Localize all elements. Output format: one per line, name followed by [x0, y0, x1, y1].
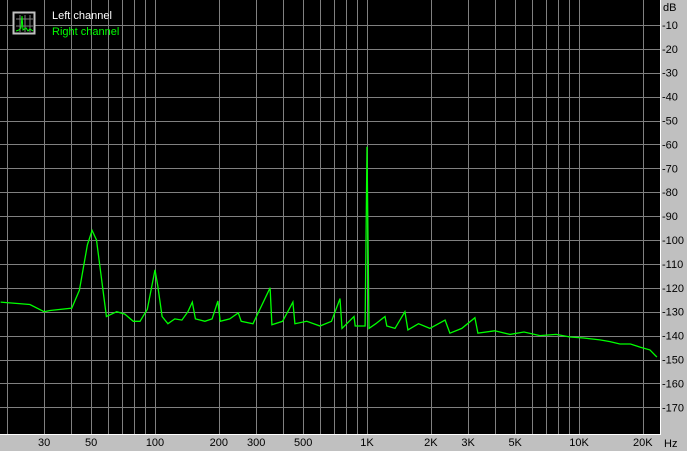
y-tick-label: -140	[662, 331, 684, 343]
grid	[0, 0, 660, 434]
spectrum-icon	[12, 11, 36, 35]
legend-right-channel: Right channel	[52, 26, 119, 38]
x-axis-labels: 30 50 100 200 300 500 1K 2K 3K 5K 10K 20K	[38, 437, 653, 449]
y-tick-label: -20	[662, 44, 678, 56]
y-unit-label: dB	[663, 2, 676, 14]
x-tick-label: 5K	[508, 437, 522, 449]
series-layer	[0, 146, 658, 358]
x-tick-label: 300	[247, 437, 265, 449]
y-axis-labels: -10 -20 -30 -40 -50 -60 -70 -80 -90 -100 -110 -120 -…	[662, 20, 684, 414]
x-unit-label: Hz	[664, 438, 677, 450]
y-tick-label: -170	[662, 402, 684, 414]
legend-left-channel: Left channel	[52, 10, 112, 22]
y-tick-label: -80	[662, 187, 678, 199]
x-tick-label: 500	[294, 437, 312, 449]
series-line-right-channel	[0, 146, 658, 358]
x-tick-label: 100	[146, 437, 164, 449]
y-tick-label: -70	[662, 163, 678, 175]
x-tick-label: 3K	[461, 437, 475, 449]
y-tick-label: -10	[662, 20, 678, 32]
y-tick-label: -60	[662, 139, 678, 151]
x-tick-label: 1K	[360, 437, 374, 449]
x-tick-label: 20K	[633, 437, 653, 449]
y-tick-label: -50	[662, 116, 678, 128]
y-tick-label: -160	[662, 378, 684, 390]
y-tick-label: -30	[662, 68, 678, 80]
x-tick-label: 50	[85, 437, 97, 449]
y-tick-label: -90	[662, 211, 678, 223]
x-tick-label: 10K	[569, 437, 589, 449]
y-tick-label: -120	[662, 283, 684, 295]
x-tick-label: 200	[210, 437, 228, 449]
x-tick-label: 30	[38, 437, 50, 449]
legend: Left channel Right channel	[12, 10, 119, 38]
y-tick-label: -150	[662, 355, 684, 367]
y-tick-label: -110	[662, 259, 683, 271]
y-tick-label: -40	[662, 92, 678, 104]
x-tick-label: 2K	[424, 437, 438, 449]
y-tick-label: -130	[662, 307, 684, 319]
y-tick-label: -100	[662, 235, 684, 247]
